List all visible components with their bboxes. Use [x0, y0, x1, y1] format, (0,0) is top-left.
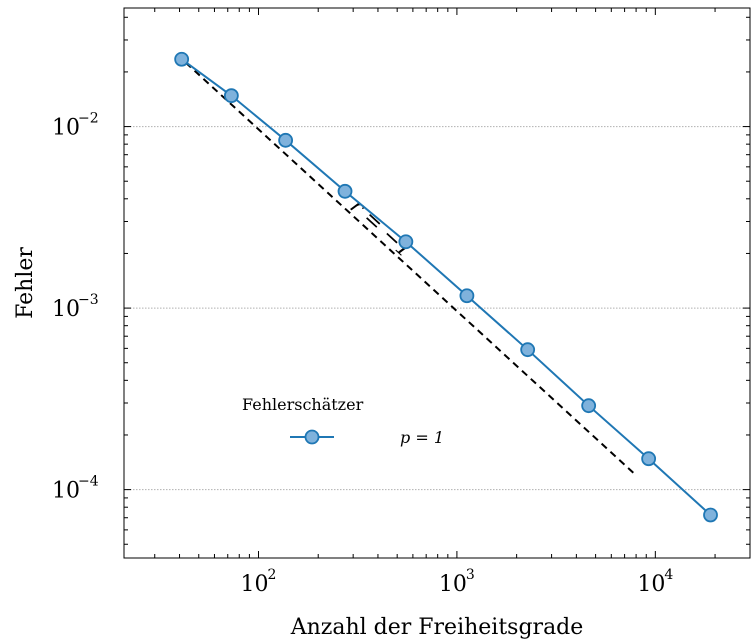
grid-lines	[124, 126, 750, 491]
y-tick-label-base: 10	[52, 116, 80, 141]
data-point	[174, 51, 190, 67]
x-tick-label-exponent: 2	[267, 567, 276, 583]
series-line	[181, 58, 712, 516]
x-tick-label-exponent: 4	[664, 567, 673, 583]
data-point	[398, 234, 414, 250]
x-tick-label-base: 10	[240, 572, 268, 597]
axis-labels: Anzahl der Freiheitsgrade Fehler	[13, 247, 583, 640]
data-point	[223, 88, 239, 104]
data-point	[520, 342, 536, 358]
data-point	[641, 451, 657, 467]
y-axis-label: Fehler	[13, 247, 38, 319]
plot-border	[123, 7, 751, 559]
data-point	[337, 183, 353, 199]
x-tick-label: 10 4	[637, 567, 673, 597]
legend-entry-label: p = 1	[400, 428, 444, 447]
y-tick-label-base: 10	[52, 297, 80, 322]
legend-swatch-marker	[304, 429, 320, 445]
series-lines	[174, 51, 718, 523]
y-tick-label-base: 10	[52, 479, 80, 504]
x-tick-label: 10 3	[439, 567, 475, 597]
x-tick-label-exponent: 3	[466, 567, 475, 583]
plot-frame	[123, 7, 751, 559]
y-tick-label: 10−3	[52, 292, 99, 322]
data-point	[459, 288, 475, 304]
y-tick-label: 10−2	[52, 111, 99, 141]
x-tick-label-base: 10	[637, 572, 665, 597]
data-point	[581, 398, 597, 414]
data-point	[278, 132, 294, 148]
y-tick-label-exponent: −4	[78, 474, 99, 490]
x-tick-label-base: 10	[439, 572, 467, 597]
y-tick-label: 10−4	[52, 474, 99, 504]
x-tick-label: 10 2	[240, 567, 276, 597]
y-tick-label-exponent: −2	[78, 111, 99, 127]
data-point	[703, 507, 718, 523]
y-tick-label-exponent: −3	[78, 292, 99, 308]
x-axis-label: Anzahl der Freiheitsgrade	[290, 615, 584, 640]
legend-title: Fehlerschätzer	[242, 395, 364, 414]
axis-ticks: 10 2 10 3 10 410−210−310−4	[52, 8, 751, 597]
reference-line	[185, 61, 635, 475]
reference-line-label: r = −1	[345, 194, 417, 263]
legend: Fehlerschätzer p = 1	[242, 395, 444, 447]
